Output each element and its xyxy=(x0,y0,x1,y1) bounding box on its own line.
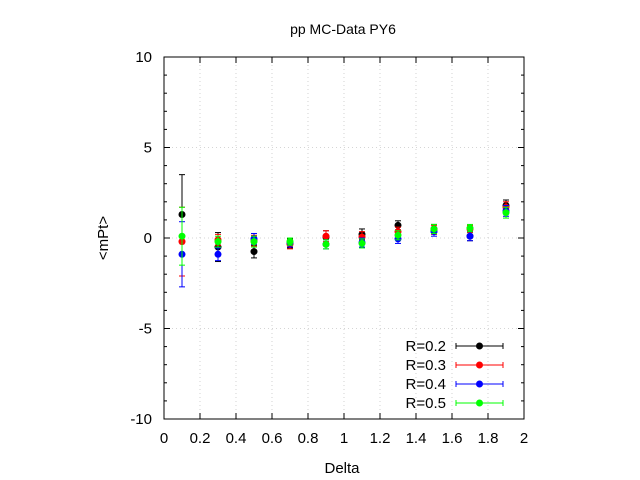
legend-label-r-0-5: R=0.5 xyxy=(406,395,446,412)
y-tick-label: -10 xyxy=(130,411,152,428)
y-tick-label: 5 xyxy=(144,140,152,157)
x-tick-label: 0.4 xyxy=(226,430,247,447)
x-tick-label: 1.4 xyxy=(406,430,427,447)
x-tick-label: 0.8 xyxy=(298,430,319,447)
legend-label-r-0-3: R=0.3 xyxy=(406,357,446,374)
legend-label-r-0-4: R=0.4 xyxy=(406,376,446,393)
point-r-0-5 xyxy=(214,238,222,246)
y-tick-label: 10 xyxy=(135,49,152,66)
point-r-0-5 xyxy=(466,224,474,232)
legend-marker-r-0-4 xyxy=(476,380,483,388)
point-r-0-2 xyxy=(250,248,258,256)
x-tick-label: 1.6 xyxy=(442,430,463,447)
point-r-0-5 xyxy=(250,238,258,246)
grid xyxy=(164,57,524,419)
x-tick-label: 0 xyxy=(160,430,168,447)
x-axis-label: Delta xyxy=(324,460,360,477)
point-r-0-5 xyxy=(430,225,438,233)
point-r-0-4 xyxy=(466,232,474,240)
y-tick-label: 0 xyxy=(144,230,152,247)
point-r-0-5 xyxy=(286,238,294,246)
chart-title: pp MC-Data PY6 xyxy=(290,21,396,37)
axes: 0 0.2 0.4 0.6 0.8 1 1.2 1.4 1.6 1.8 2 -10 -5 0 5 10 xyxy=(130,49,528,447)
legend-marker-r-0-2 xyxy=(476,342,483,350)
x-tick-label: 1.8 xyxy=(478,430,499,447)
x-tick-label: 1.2 xyxy=(370,430,391,447)
data-marks xyxy=(178,174,510,288)
legend-label-r-0-2: R=0.2 xyxy=(406,338,446,355)
point-r-0-4 xyxy=(214,250,222,258)
point-r-0-3 xyxy=(322,232,330,240)
legend-marker-r-0-5 xyxy=(476,399,483,407)
point-r-0-5 xyxy=(394,231,402,239)
point-r-0-5 xyxy=(358,239,366,247)
point-r-0-5 xyxy=(178,232,186,240)
y-tick-label: -5 xyxy=(139,321,152,338)
y-axis-label: <mPt> xyxy=(95,216,112,260)
point-r-0-5 xyxy=(322,240,330,248)
legend-marker-r-0-3 xyxy=(476,361,483,369)
point-r-0-5 xyxy=(502,209,510,217)
x-tick-label: 1 xyxy=(340,430,348,447)
x-tick-label: 2 xyxy=(520,430,528,447)
x-tick-label: 0.2 xyxy=(190,430,211,447)
legend: R=0.2 R=0.3 R=0.4 R=0.5 xyxy=(406,338,504,412)
x-tick-label: 0.6 xyxy=(262,430,283,447)
